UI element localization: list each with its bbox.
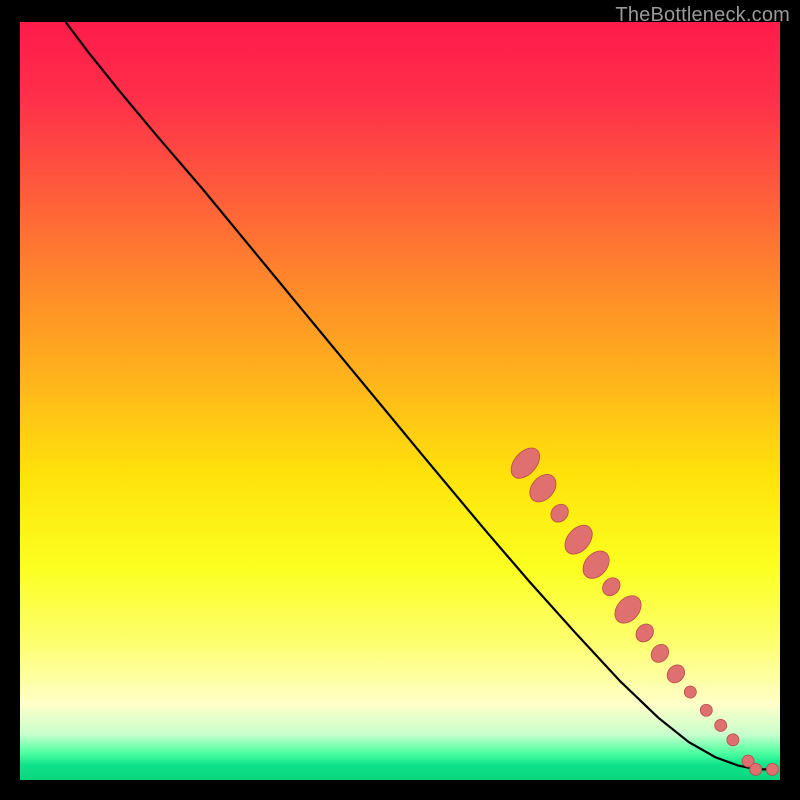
watermark-text: TheBottleneck.com bbox=[615, 4, 790, 27]
chart-container: TheBottleneck.com bbox=[0, 0, 800, 800]
chart-svg bbox=[0, 0, 800, 800]
plot-background bbox=[20, 22, 780, 780]
